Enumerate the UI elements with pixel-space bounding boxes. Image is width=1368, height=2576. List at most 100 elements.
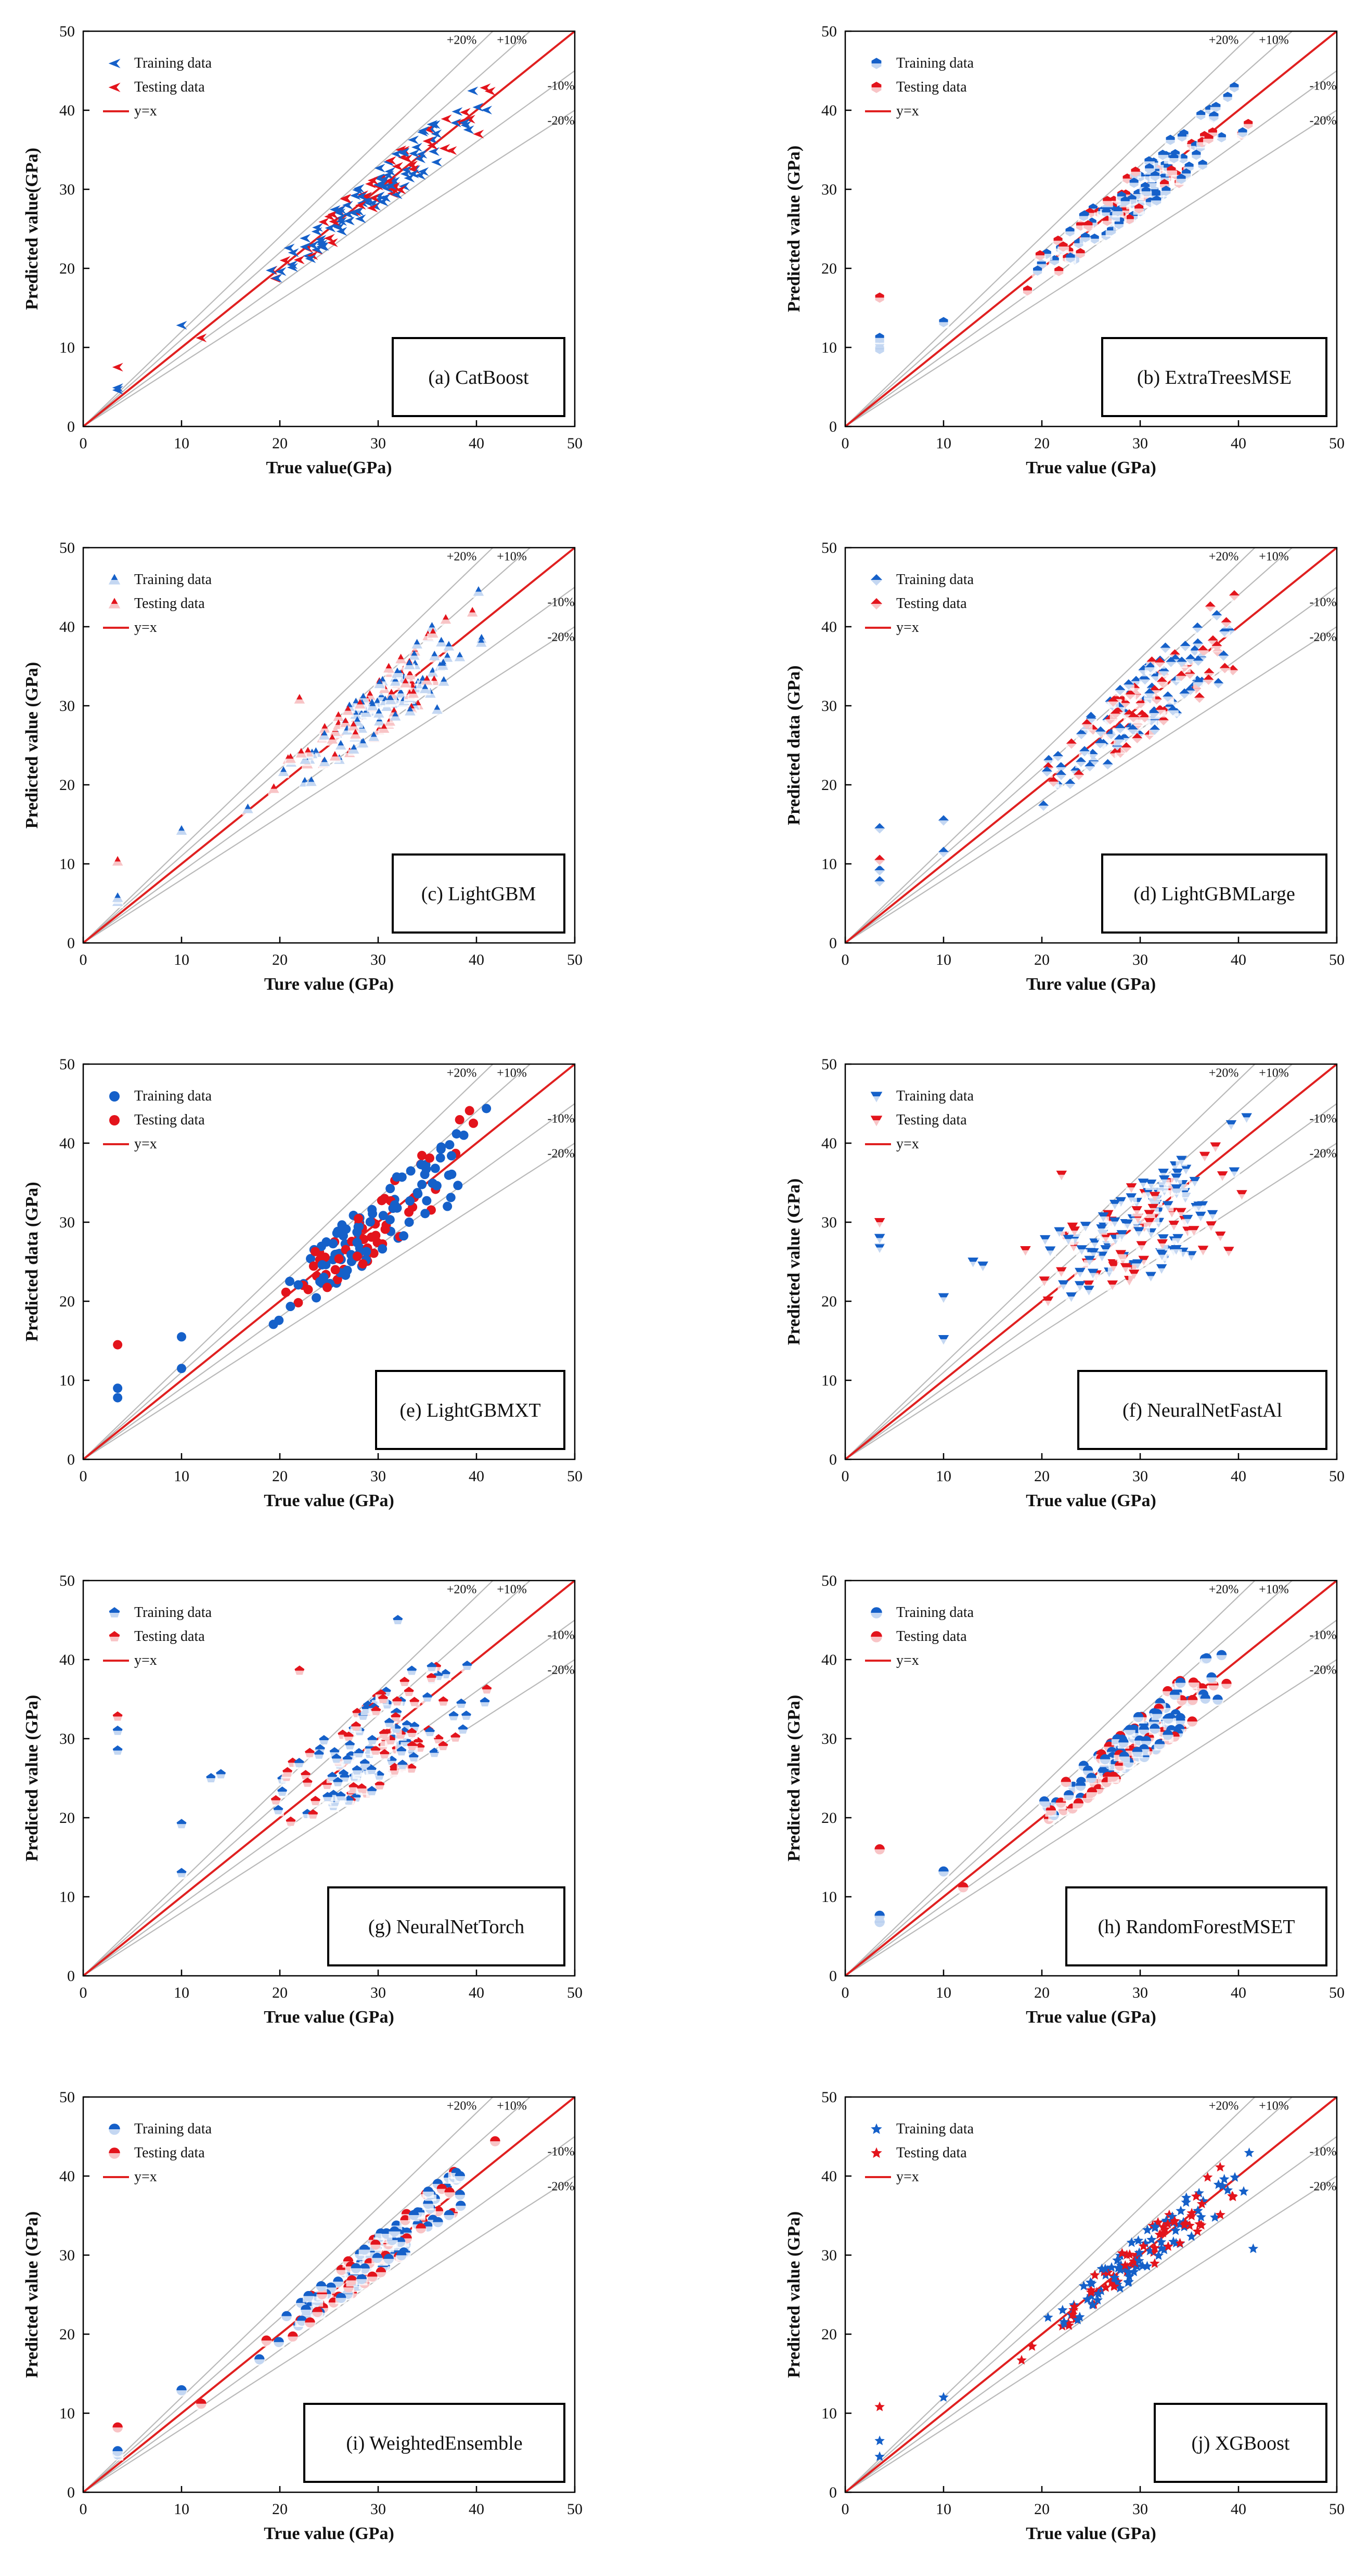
band-line--10% <box>83 70 575 426</box>
training-point <box>366 1734 378 1746</box>
testing-point <box>1193 692 1205 704</box>
training-point <box>385 1215 395 1225</box>
x-tick-label: 10 <box>936 951 951 968</box>
testing-point <box>1139 711 1151 724</box>
training-point <box>1201 1653 1212 1665</box>
training-point <box>1212 678 1224 690</box>
y-tick-label: 20 <box>821 776 837 794</box>
training-point <box>454 2190 466 2202</box>
y-tick-label: 0 <box>829 418 837 435</box>
training-point <box>420 1209 430 1219</box>
testing-point <box>407 161 418 170</box>
training-point <box>1165 135 1177 146</box>
testing-point <box>329 217 340 226</box>
x-tick-label: 0 <box>80 1984 87 2001</box>
training-point <box>1079 232 1091 244</box>
band-label-plus10: +10% <box>497 33 527 47</box>
testing-point <box>1196 2220 1207 2230</box>
training-point <box>1074 1267 1086 1278</box>
chart-panel-6: 0 10 20 30 40 50 0 10 20 30 40 50 +20% +10% -10% -20% Tr… <box>784 1056 1345 1510</box>
training-point <box>1248 2243 1259 2254</box>
x-tick-label: 10 <box>936 1468 951 1485</box>
training-point <box>418 126 430 135</box>
band-label-minus10: -10% <box>1310 2145 1337 2158</box>
testing-point <box>1081 719 1093 731</box>
training-point <box>1078 211 1090 223</box>
band-label-plus10: +10% <box>1259 2099 1289 2113</box>
testing-point <box>421 675 433 687</box>
panel-label: (a) CatBoost <box>428 367 529 389</box>
legend-training-marker <box>870 1607 883 1620</box>
training-point <box>409 149 420 158</box>
y-tick-label: 50 <box>821 1572 837 1589</box>
training-point <box>1112 2255 1122 2265</box>
panel-label-box <box>1154 2403 1327 2483</box>
training-point <box>1139 674 1151 686</box>
testing-point <box>1202 2172 1213 2182</box>
training-point <box>342 201 353 210</box>
training-point <box>938 2392 949 2402</box>
training-point <box>300 2305 312 2316</box>
x-tick-label: 30 <box>370 951 386 968</box>
training-point <box>1193 1201 1205 1212</box>
y-tick-label: 30 <box>59 1730 75 1747</box>
training-point <box>373 716 385 728</box>
testing-point <box>455 1115 464 1124</box>
testing-point <box>112 363 123 372</box>
chart-panel-10: 0 10 20 30 40 50 0 10 20 30 40 50 +20% +10% -10% -20% Tr… <box>784 2089 1345 2543</box>
training-point <box>413 1189 423 1199</box>
training-point <box>336 217 347 226</box>
testing-point <box>112 856 124 868</box>
testing-point <box>406 1741 418 1753</box>
x-tick-label: 40 <box>469 1468 484 1485</box>
y-tick-label: 40 <box>821 102 837 119</box>
testing-point <box>367 203 378 213</box>
legend-training-marker <box>871 2123 882 2134</box>
training-point <box>399 1231 409 1241</box>
training-point <box>350 2263 362 2275</box>
panel-label: (g) NeuralNetTorch <box>368 1916 524 1938</box>
plot-frame <box>844 2096 1338 2493</box>
training-point <box>479 1697 491 1708</box>
testing-point <box>1156 1239 1168 1250</box>
x-tick-label: 20 <box>1034 1468 1050 1485</box>
training-point <box>938 317 949 329</box>
plot-frame <box>844 1063 1338 1460</box>
legend: Training data Testing data y=x <box>103 1088 212 1152</box>
band-label-minus20: -20% <box>1310 630 1337 644</box>
training-point <box>362 198 373 207</box>
scatter-points <box>112 83 496 395</box>
legend: Training data Testing data y=x <box>103 572 212 636</box>
training-point <box>1170 1184 1182 1195</box>
testing-point <box>1209 1142 1221 1153</box>
x-axis-label: True value (GPa) <box>1026 458 1156 477</box>
training-point <box>373 708 385 720</box>
x-tick-label: 0 <box>842 2501 849 2518</box>
training-point <box>1150 2221 1160 2231</box>
training-point <box>1211 610 1223 622</box>
scatter-points <box>112 2136 501 2461</box>
testing-point <box>1168 1221 1180 1232</box>
training-point <box>1208 111 1220 123</box>
x-tick-label: 30 <box>1132 1984 1148 2001</box>
training-point <box>455 1698 467 1710</box>
training-point <box>112 1725 124 1737</box>
testing-point <box>1128 1270 1140 1280</box>
training-point <box>938 847 949 859</box>
plot-frame <box>844 1580 1338 1977</box>
training-point <box>1140 186 1152 198</box>
training-point <box>389 2226 401 2238</box>
legend-line-label: y=x <box>896 1136 919 1152</box>
band-line--20% <box>83 1143 575 1459</box>
training-point <box>1074 1281 1086 1292</box>
x-tick-label: 50 <box>567 951 583 968</box>
band-label-plus10: +10% <box>1259 1583 1289 1596</box>
training-point <box>475 637 487 649</box>
training-point <box>352 1227 362 1237</box>
testing-point <box>449 1732 461 1744</box>
training-point <box>1038 800 1050 812</box>
band-label-minus10: -10% <box>1310 1628 1337 1642</box>
training-point <box>427 135 438 145</box>
band-label-minus10: -10% <box>1310 596 1337 609</box>
training-point <box>445 1140 455 1150</box>
